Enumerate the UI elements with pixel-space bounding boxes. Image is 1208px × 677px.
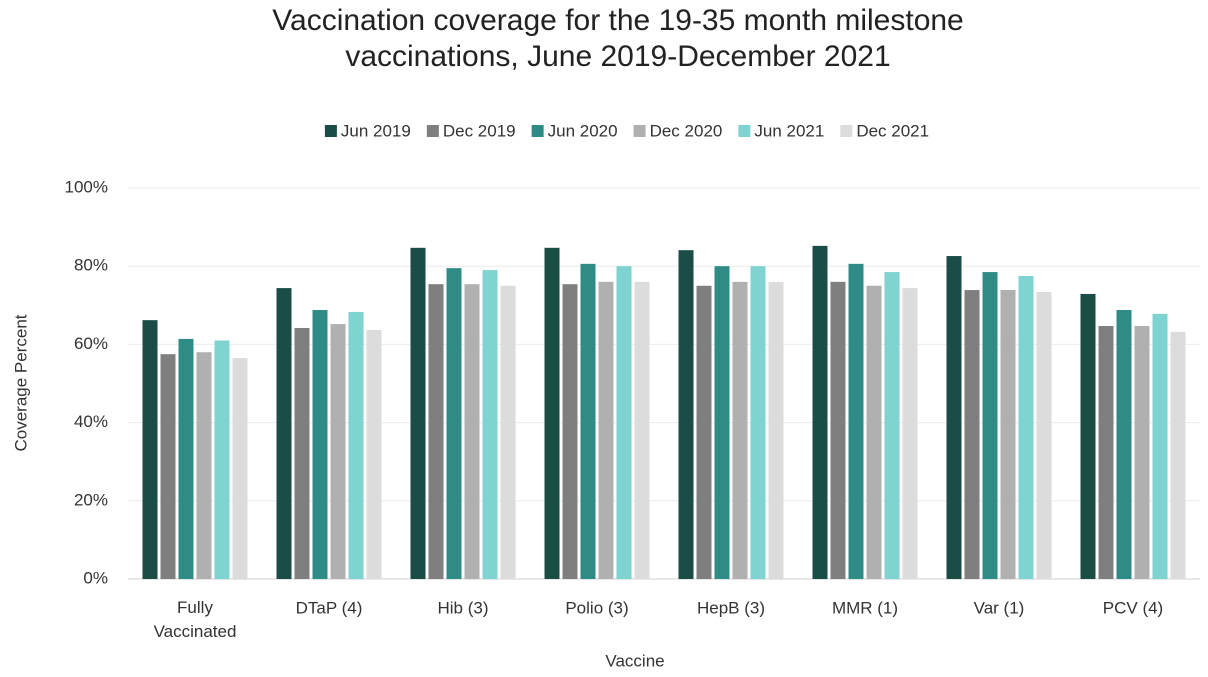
x-tick-label: PCV (4) (1103, 598, 1163, 617)
bar (1098, 326, 1114, 579)
x-tick-label: Fully Vaccinated (154, 598, 237, 641)
bar (1134, 326, 1150, 579)
y-tick-label: 60% (74, 334, 108, 353)
y-tick-label: 0% (83, 568, 108, 587)
y-tick-label: 20% (74, 490, 108, 509)
bar (616, 266, 632, 579)
bar (276, 288, 292, 579)
legend-swatch (426, 125, 439, 137)
bar (634, 281, 650, 579)
bar (696, 285, 712, 579)
bar (312, 309, 328, 579)
legend-label: Dec 2019 (443, 121, 516, 140)
bar (964, 290, 980, 579)
bar (678, 250, 694, 579)
chart-title: Vaccination coverage for the 19-35 month… (272, 4, 964, 73)
bar (232, 358, 248, 579)
bar (1116, 309, 1132, 579)
legend-swatch (840, 125, 853, 137)
bar (1036, 292, 1052, 579)
legend-label: Dec 2020 (650, 121, 723, 140)
legend-swatch (738, 125, 751, 137)
legend-label: Jun 2019 (341, 121, 411, 140)
legend-swatch (633, 125, 646, 137)
legend-label: Jun 2020 (548, 121, 618, 140)
bar (544, 247, 560, 579)
bar (732, 281, 748, 579)
x-tick-label: MMR (1) (832, 598, 898, 617)
y-axis-label: Coverage Percent (11, 314, 30, 451)
bar (830, 281, 846, 579)
bar (294, 327, 310, 579)
bar (1000, 290, 1016, 579)
bar (562, 284, 578, 579)
bar (1018, 275, 1034, 579)
bar (142, 320, 158, 579)
y-tick-label: 40% (74, 412, 108, 431)
bar (160, 354, 176, 579)
bar (902, 288, 918, 579)
bar (714, 266, 730, 579)
y-tick-label: 80% (74, 256, 108, 275)
x-axis-label: Vaccine (605, 651, 664, 670)
bar (768, 281, 784, 579)
legend-swatch (324, 125, 337, 137)
bar (884, 272, 900, 579)
bar (446, 268, 462, 579)
bar (196, 352, 212, 579)
x-tick-label: Var (1) (974, 598, 1025, 617)
bar (482, 270, 498, 579)
bar (500, 285, 516, 579)
bar (428, 284, 444, 579)
bar (946, 256, 962, 579)
x-tick-label: Hib (3) (437, 598, 488, 617)
y-tick-label: 100% (65, 177, 108, 196)
bar (812, 245, 828, 580)
bar (580, 263, 596, 579)
legend-label: Jun 2021 (754, 121, 824, 140)
bar (982, 272, 998, 579)
bar (866, 285, 882, 579)
legend-label: Dec 2021 (856, 121, 929, 140)
legend-swatch (531, 125, 544, 137)
bar (598, 281, 614, 579)
bar (750, 266, 766, 579)
x-tick-label: HepB (3) (697, 598, 765, 617)
bar (848, 263, 864, 579)
x-tick-label: Polio (3) (565, 598, 628, 617)
bar (366, 329, 382, 579)
bar (348, 311, 364, 579)
bar (1080, 293, 1096, 579)
bar (1170, 331, 1186, 579)
bar (214, 340, 230, 579)
bar (410, 247, 426, 579)
bar (1152, 313, 1168, 579)
bar (330, 324, 346, 579)
x-tick-label: DTaP (4) (296, 598, 363, 617)
bar (178, 338, 194, 579)
bar (464, 284, 480, 579)
